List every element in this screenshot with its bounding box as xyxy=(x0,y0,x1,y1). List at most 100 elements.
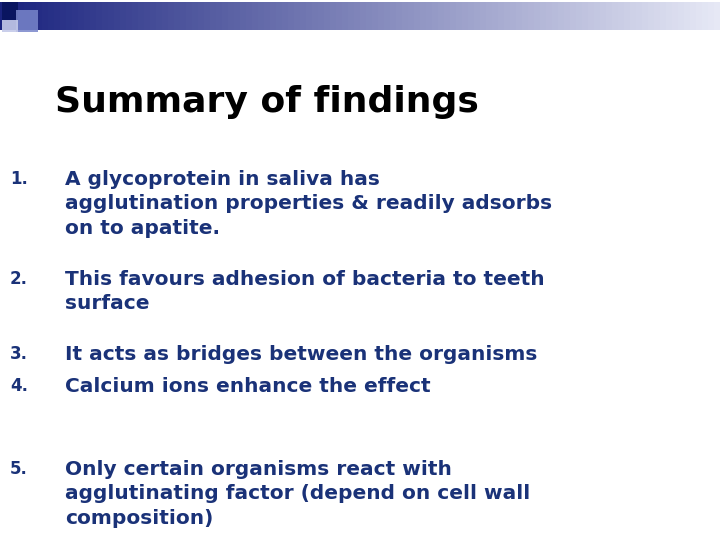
Bar xyxy=(54,2,61,30)
Bar xyxy=(132,2,139,30)
Bar xyxy=(270,2,277,30)
Text: 3.: 3. xyxy=(10,345,28,363)
Bar xyxy=(180,2,187,30)
Bar xyxy=(360,2,367,30)
Bar xyxy=(324,2,331,30)
Bar xyxy=(156,2,163,30)
Bar xyxy=(66,2,73,30)
Bar xyxy=(216,2,223,30)
Bar xyxy=(42,2,49,30)
Bar xyxy=(210,2,217,30)
Bar xyxy=(384,2,391,30)
Bar xyxy=(12,2,19,30)
Bar xyxy=(636,2,643,30)
Bar xyxy=(60,2,67,30)
Text: 1.: 1. xyxy=(10,170,28,188)
Bar xyxy=(372,2,379,30)
Bar xyxy=(522,2,529,30)
Bar xyxy=(306,2,313,30)
Bar xyxy=(18,2,25,30)
Bar xyxy=(144,2,151,30)
Text: Only certain organisms react with
agglutinating factor (depend on cell wall
comp: Only certain organisms react with agglut… xyxy=(65,460,530,528)
Bar xyxy=(390,2,397,30)
Bar xyxy=(510,2,517,30)
Bar xyxy=(438,2,445,30)
Bar xyxy=(582,2,589,30)
Bar xyxy=(666,2,673,30)
Text: Calcium ions enhance the effect: Calcium ions enhance the effect xyxy=(65,377,431,396)
Bar xyxy=(204,2,211,30)
Bar xyxy=(708,2,715,30)
Bar xyxy=(558,2,565,30)
Bar xyxy=(294,2,301,30)
Text: 5.: 5. xyxy=(10,460,28,478)
Bar xyxy=(480,2,487,30)
Bar xyxy=(228,2,235,30)
Bar xyxy=(690,2,697,30)
Bar xyxy=(426,2,433,30)
Bar xyxy=(84,2,91,30)
Bar xyxy=(570,2,577,30)
Bar xyxy=(534,2,541,30)
Bar xyxy=(660,2,667,30)
Bar xyxy=(672,2,679,30)
Bar xyxy=(414,2,421,30)
Bar xyxy=(612,2,619,30)
Bar xyxy=(630,2,637,30)
Bar xyxy=(606,2,613,30)
Text: Summary of findings: Summary of findings xyxy=(55,85,479,119)
Bar xyxy=(546,2,553,30)
Bar xyxy=(150,2,157,30)
Bar xyxy=(90,2,97,30)
Bar xyxy=(492,2,499,30)
Bar xyxy=(624,2,631,30)
Bar xyxy=(540,2,547,30)
Bar xyxy=(366,2,373,30)
Bar xyxy=(498,2,505,30)
Bar xyxy=(516,2,523,30)
Bar xyxy=(222,2,229,30)
Bar xyxy=(186,2,193,30)
Bar xyxy=(330,2,337,30)
Bar xyxy=(126,2,133,30)
Bar xyxy=(600,2,607,30)
Bar xyxy=(348,2,355,30)
Bar xyxy=(696,2,703,30)
Bar xyxy=(486,2,493,30)
Bar xyxy=(72,2,79,30)
Bar xyxy=(654,2,661,30)
Bar xyxy=(354,2,361,30)
Bar xyxy=(432,2,439,30)
Bar xyxy=(588,2,595,30)
Bar xyxy=(300,2,307,30)
Bar xyxy=(102,2,109,30)
Bar xyxy=(564,2,571,30)
Bar xyxy=(474,2,481,30)
Bar xyxy=(642,2,649,30)
Bar xyxy=(342,2,349,30)
Bar xyxy=(246,2,253,30)
Bar xyxy=(318,2,325,30)
Bar xyxy=(16,10,38,32)
Bar xyxy=(456,2,463,30)
Bar xyxy=(2,2,18,20)
Bar xyxy=(162,2,169,30)
Bar xyxy=(168,2,175,30)
Bar xyxy=(288,2,295,30)
Bar xyxy=(396,2,403,30)
Bar xyxy=(120,2,127,30)
Bar xyxy=(378,2,385,30)
Bar xyxy=(138,2,145,30)
Text: 4.: 4. xyxy=(10,377,28,395)
Bar xyxy=(2,20,18,32)
Bar xyxy=(684,2,691,30)
Bar xyxy=(402,2,409,30)
Bar xyxy=(264,2,271,30)
Bar xyxy=(552,2,559,30)
Bar xyxy=(96,2,103,30)
Bar xyxy=(0,2,7,30)
Bar xyxy=(618,2,625,30)
Bar xyxy=(36,2,43,30)
Bar xyxy=(648,2,655,30)
Bar xyxy=(336,2,343,30)
